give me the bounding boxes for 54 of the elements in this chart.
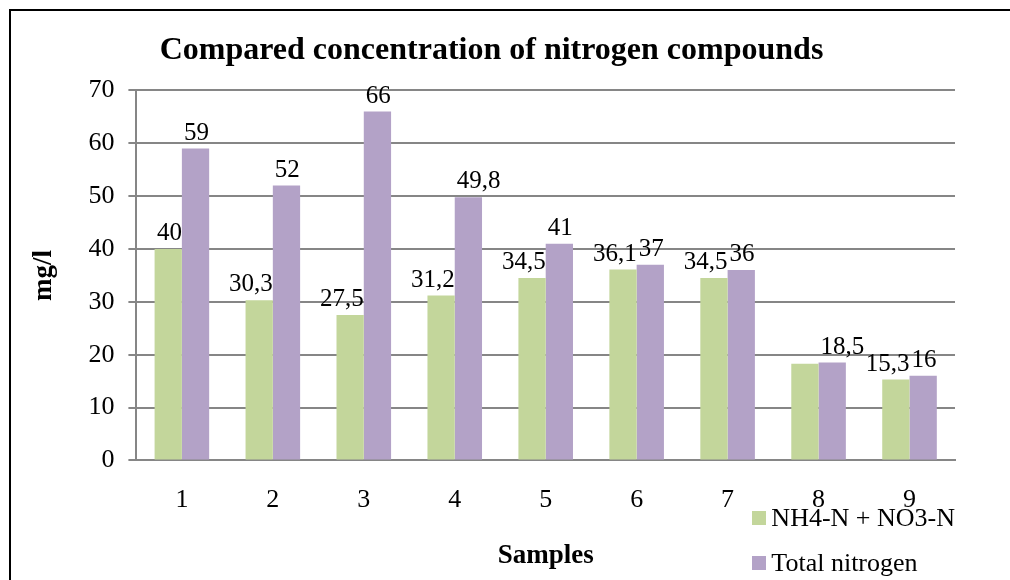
- bar: [818, 362, 846, 460]
- legend-label: Total nitrogen: [771, 547, 918, 577]
- bar: [609, 269, 637, 460]
- y-tick-label: 0: [101, 444, 115, 474]
- data-label: 37: [638, 233, 664, 261]
- data-label: 31,2: [410, 264, 455, 292]
- data-label: 30,3: [229, 269, 273, 297]
- x-tick-label: 4: [448, 483, 462, 513]
- data-label: 34,5: [501, 247, 546, 275]
- bar: [791, 363, 819, 460]
- data-label: 59: [183, 117, 209, 145]
- y-tick-label: 20: [88, 338, 115, 368]
- data-label: 15,3: [865, 348, 910, 376]
- bar: [272, 185, 301, 460]
- bar: [518, 278, 546, 460]
- bar: [727, 270, 755, 460]
- bar: [636, 264, 664, 460]
- x-tick-label: 1: [175, 483, 189, 513]
- data-label: 36,1: [592, 238, 637, 266]
- bar: [181, 148, 210, 460]
- y-tick-label: 70: [88, 74, 115, 104]
- bar: [700, 278, 728, 460]
- bar: [427, 295, 455, 460]
- bar: [154, 248, 182, 460]
- x-tick-label: 7: [721, 483, 735, 513]
- bar: [363, 111, 392, 460]
- x-axis-title: Samples: [497, 538, 594, 569]
- bar: [336, 315, 364, 460]
- bar: [882, 379, 910, 460]
- data-label: 66: [365, 80, 391, 108]
- y-tick-label: 60: [88, 127, 115, 157]
- chart-title: Compared concentration of nitrogen compounds: [159, 30, 824, 67]
- data-label: 41: [547, 212, 573, 240]
- data-label: 52: [274, 154, 300, 182]
- data-label: 27,5: [320, 284, 364, 312]
- x-tick-label: 2: [266, 483, 280, 513]
- data-label: 40: [156, 218, 182, 246]
- data-label: 49,8: [456, 166, 501, 194]
- bar: [909, 375, 937, 460]
- data-label: 16: [911, 344, 937, 372]
- y-tick-label: 10: [88, 391, 115, 421]
- data-label: 34,5: [683, 247, 728, 275]
- bar: [245, 300, 273, 460]
- x-tick-label: 6: [630, 483, 644, 513]
- x-tick-label: 3: [357, 483, 371, 513]
- data-label: 36: [729, 239, 755, 267]
- y-tick-label: 50: [88, 179, 115, 209]
- y-tick-label: 40: [88, 232, 115, 262]
- bar: [454, 197, 483, 460]
- x-tick-label: 5: [539, 483, 553, 513]
- data-label: 18,5: [820, 331, 865, 359]
- bar: [545, 243, 573, 460]
- y-axis-title: mg/l: [27, 249, 58, 301]
- y-tick-label: 30: [88, 285, 115, 315]
